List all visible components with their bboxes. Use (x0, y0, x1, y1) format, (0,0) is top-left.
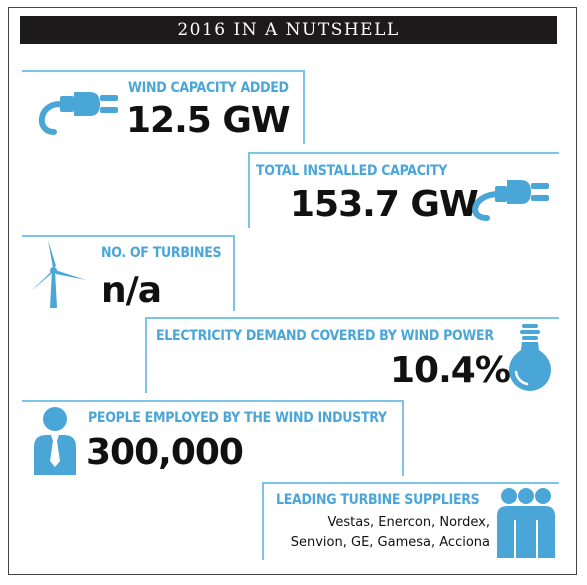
suppliers-block (262, 482, 559, 560)
turbines-label: NO. OF TURBINES (101, 245, 222, 261)
suppliers-line-2: Senvion, GE, Gamesa, Acciona (290, 535, 490, 550)
infographic-title: 2016 IN A NUTSHELL (20, 16, 557, 44)
employed-block (22, 400, 404, 476)
employed-value: 300,000 (86, 432, 244, 473)
wind-capacity-block (22, 70, 305, 144)
power-plug-icon (472, 180, 549, 221)
total-capacity-block (248, 152, 559, 228)
power-plug-icon (38, 92, 118, 135)
wind-turbine-icon (30, 240, 86, 308)
demand-label: ELECTRICITY DEMAND COVERED BY WIND POWER (156, 328, 494, 344)
total-capacity-label: TOTAL INSTALLED CAPACITY (256, 163, 448, 179)
suppliers-label: LEADING TURBINE SUPPLIERS (276, 492, 480, 508)
demand-block (145, 317, 559, 393)
suppliers-line-1: Vestas, Enercon, Nordex, (327, 515, 490, 530)
demand-value: 10.4% (390, 350, 511, 391)
infographic-frame (8, 7, 577, 575)
turbines-block (22, 235, 235, 311)
group-of-people-icon (497, 488, 555, 558)
light-bulb-icon (509, 324, 551, 391)
person-icon (34, 407, 76, 475)
employed-label: PEOPLE EMPLOYED BY THE WIND INDUSTRY (88, 410, 387, 426)
turbines-value: n/a (101, 270, 162, 311)
total-capacity-value: 153.7 GW (290, 184, 479, 225)
wind-capacity-value: 12.5 GW (126, 100, 291, 141)
wind-capacity-label: WIND CAPACITY ADDED (128, 80, 289, 96)
